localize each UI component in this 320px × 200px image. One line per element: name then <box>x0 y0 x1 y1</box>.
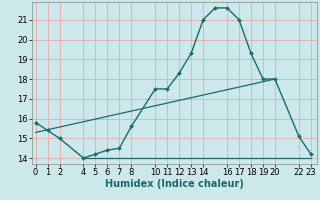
X-axis label: Humidex (Indice chaleur): Humidex (Indice chaleur) <box>105 179 244 189</box>
